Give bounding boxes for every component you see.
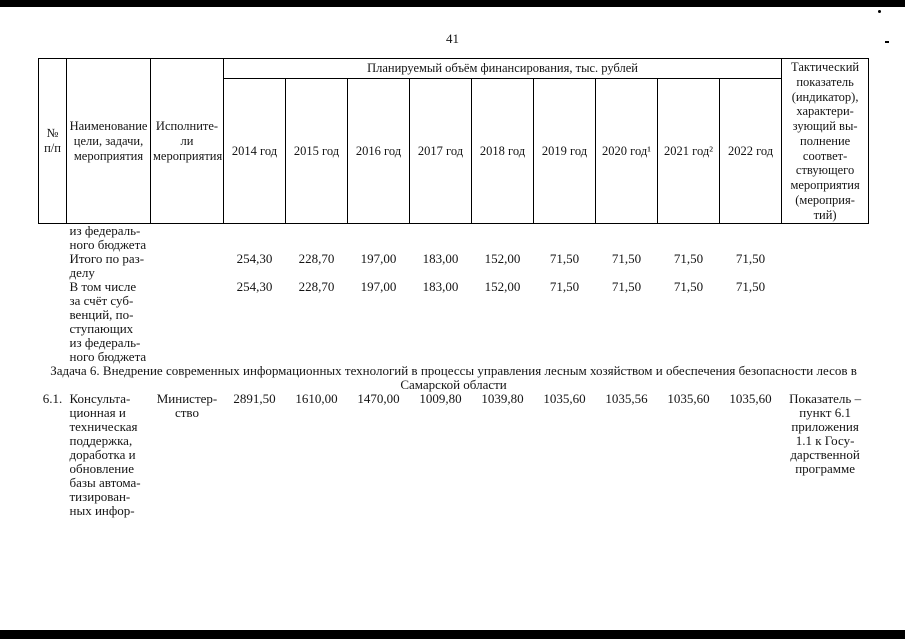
value-2018: 152,00 [484, 251, 521, 267]
table-row-subventions: В том числе за счёт суб- венций, по- сту… [39, 280, 869, 364]
value-2016: 1470,00 [357, 391, 400, 407]
value-2016: 197,00 [360, 279, 397, 295]
financing-group-header: Планируемый объём финансирования, тыс. р… [222, 58, 783, 79]
value-2018: 152,00 [484, 279, 521, 295]
value-2021: 71,50 [673, 279, 704, 295]
row-name-cell: из федераль- ного бюджета [69, 223, 147, 253]
row-executor-cell [151, 224, 224, 253]
page-number: 41 [446, 31, 459, 46]
table-row-federal-budget-cont: из федераль- ного бюджета [39, 224, 869, 253]
col-header-name: Наименование цели, задачи, мероприятия [66, 57, 151, 225]
value-2021: 71,50 [673, 251, 704, 267]
value-2022 [720, 224, 782, 253]
row-executor-cell [151, 280, 224, 364]
value-2014 [224, 224, 286, 253]
table-row-section-total: Итого по раз- делу 254,30 228,70 197,00 … [39, 252, 869, 280]
col-header-year-2021: 2021 год² [657, 77, 720, 225]
table-body: из федераль- ного бюджета Итого по раз- … [39, 224, 869, 519]
col-header-num: № п/п [38, 57, 67, 225]
section-heading: Задача 6. Внедрение современных информац… [50, 363, 857, 393]
scan-edge-top [0, 0, 905, 7]
row-number-cell [39, 252, 67, 280]
row-indicator-cell [782, 280, 869, 364]
row-executor-cell [151, 252, 224, 280]
col-header-year-2019: 2019 год [533, 77, 596, 225]
value-2020 [596, 224, 658, 253]
value-2021: 1035,60 [667, 391, 710, 407]
row-indicator-cell: Показатель – пункт 6.1 приложения 1.1 к … [789, 391, 862, 477]
table-row-6-1: 6.1. Консульта- ционная и техническая по… [39, 392, 869, 518]
col-header-executor: Исполните- ли мероприятия [150, 57, 224, 225]
value-2014: 254,30 [236, 251, 273, 267]
value-2020: 1035,56 [605, 391, 648, 407]
value-2014: 254,30 [236, 279, 273, 295]
col-header-year-2018: 2018 год [471, 77, 534, 225]
value-2015: 1610,00 [295, 391, 338, 407]
row-name-cell: Итого по раз- делу [69, 251, 145, 281]
value-2019 [534, 224, 596, 253]
col-header-year-2015: 2015 год [285, 77, 348, 225]
value-2021 [658, 224, 720, 253]
row-indicator-cell [782, 252, 869, 280]
financing-table: № п/п Наименование цели, задачи, меропри… [38, 57, 870, 519]
col-header-year-2022: 2022 год [718, 77, 783, 225]
value-2016 [348, 224, 410, 253]
scan-artifact [885, 41, 889, 43]
value-2015: 228,70 [298, 251, 335, 267]
col-header-year-2020: 2020 год¹ [595, 77, 658, 225]
value-2016: 197,00 [360, 251, 397, 267]
value-2018 [472, 224, 534, 253]
col-header-indicator: Тактический показатель (индикатор), хара… [781, 57, 870, 225]
value-2020: 71,50 [611, 251, 642, 267]
row-indicator-cell [782, 224, 869, 253]
value-2019: 71,50 [549, 251, 580, 267]
row-name-cell: Консульта- ционная и техническая поддерж… [69, 391, 141, 519]
col-header-year-2014: 2014 год [223, 77, 286, 225]
section-heading-row: Задача 6. Внедрение современных информац… [39, 364, 869, 392]
value-2015: 228,70 [298, 279, 335, 295]
table-header-row-group: № п/п Наименование цели, задачи, меропри… [38, 57, 870, 225]
value-2022: 1035,60 [729, 391, 772, 407]
value-2019: 71,50 [549, 279, 580, 295]
row-number-cell [39, 280, 67, 364]
value-2017: 1009,80 [419, 391, 462, 407]
value-2019: 1035,60 [543, 391, 586, 407]
value-2017 [410, 224, 472, 253]
value-2022: 71,50 [735, 279, 766, 295]
row-name-cell: В том числе за счёт суб- венций, по- сту… [69, 279, 147, 365]
col-header-year-2017: 2017 год [409, 77, 472, 225]
scan-artifact [878, 10, 881, 13]
row-executor-cell: Министер- ство [156, 391, 218, 421]
value-2015 [286, 224, 348, 253]
value-2022: 71,50 [735, 251, 766, 267]
row-number-cell [39, 224, 67, 253]
value-2017: 183,00 [422, 251, 459, 267]
value-2017: 183,00 [422, 279, 459, 295]
table-header-row-years: 2014 год 2015 год 2016 год 2017 год 2018… [39, 77, 869, 225]
value-2018: 1039,80 [481, 391, 524, 407]
scan-edge-bottom [0, 630, 905, 639]
value-2020: 71,50 [611, 279, 642, 295]
row-number-cell: 6.1. [42, 391, 63, 407]
col-header-year-2016: 2016 год [347, 77, 410, 225]
table-header: № п/п Наименование цели, задачи, меропри… [38, 57, 870, 225]
value-2014: 2891,50 [233, 391, 276, 407]
